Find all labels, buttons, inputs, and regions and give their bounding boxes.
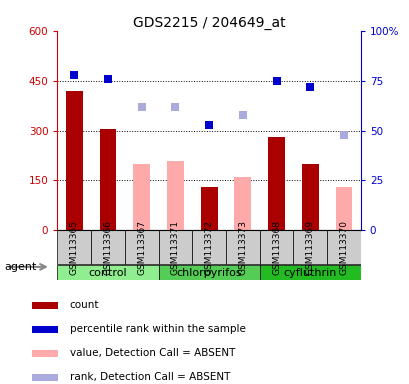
Text: cyfluthrin: cyfluthrin bbox=[283, 268, 336, 278]
Text: percentile rank within the sample: percentile rank within the sample bbox=[70, 324, 245, 334]
Text: GSM113365: GSM113365 bbox=[70, 220, 79, 275]
Bar bbox=[326, 230, 360, 264]
Bar bbox=[192, 230, 225, 264]
Text: GSM113370: GSM113370 bbox=[339, 220, 348, 275]
FancyBboxPatch shape bbox=[32, 374, 58, 381]
Title: GDS2215 / 204649_at: GDS2215 / 204649_at bbox=[133, 16, 285, 30]
FancyBboxPatch shape bbox=[32, 350, 58, 357]
FancyBboxPatch shape bbox=[32, 302, 58, 309]
Text: GSM113368: GSM113368 bbox=[271, 220, 280, 275]
Bar bbox=[124, 230, 158, 264]
Bar bbox=[259, 230, 293, 264]
Text: GSM113369: GSM113369 bbox=[305, 220, 314, 275]
Text: control: control bbox=[88, 268, 127, 278]
Text: rank, Detection Call = ABSENT: rank, Detection Call = ABSENT bbox=[70, 372, 229, 382]
Text: chlorpyrifos: chlorpyrifos bbox=[176, 268, 241, 278]
FancyBboxPatch shape bbox=[32, 326, 58, 333]
Text: GSM113366: GSM113366 bbox=[103, 220, 112, 275]
Text: GSM113371: GSM113371 bbox=[171, 220, 180, 275]
Text: GSM113373: GSM113373 bbox=[238, 220, 247, 275]
Bar bbox=[293, 230, 326, 264]
Text: agent: agent bbox=[4, 262, 36, 272]
Text: GSM113372: GSM113372 bbox=[204, 220, 213, 275]
Text: count: count bbox=[70, 300, 99, 310]
Bar bbox=[57, 230, 91, 264]
Bar bbox=[166, 161, 183, 230]
Bar bbox=[335, 187, 351, 230]
Bar bbox=[267, 137, 284, 230]
Bar bbox=[57, 265, 158, 280]
Bar bbox=[91, 230, 124, 264]
Bar bbox=[158, 265, 259, 280]
Bar bbox=[99, 129, 116, 230]
Bar bbox=[158, 230, 192, 264]
Text: GSM113367: GSM113367 bbox=[137, 220, 146, 275]
Bar bbox=[133, 164, 150, 230]
Bar bbox=[225, 230, 259, 264]
Bar bbox=[66, 91, 83, 230]
Bar bbox=[259, 265, 360, 280]
Text: value, Detection Call = ABSENT: value, Detection Call = ABSENT bbox=[70, 348, 234, 358]
Bar bbox=[234, 177, 251, 230]
Bar bbox=[301, 164, 318, 230]
Bar bbox=[200, 187, 217, 230]
